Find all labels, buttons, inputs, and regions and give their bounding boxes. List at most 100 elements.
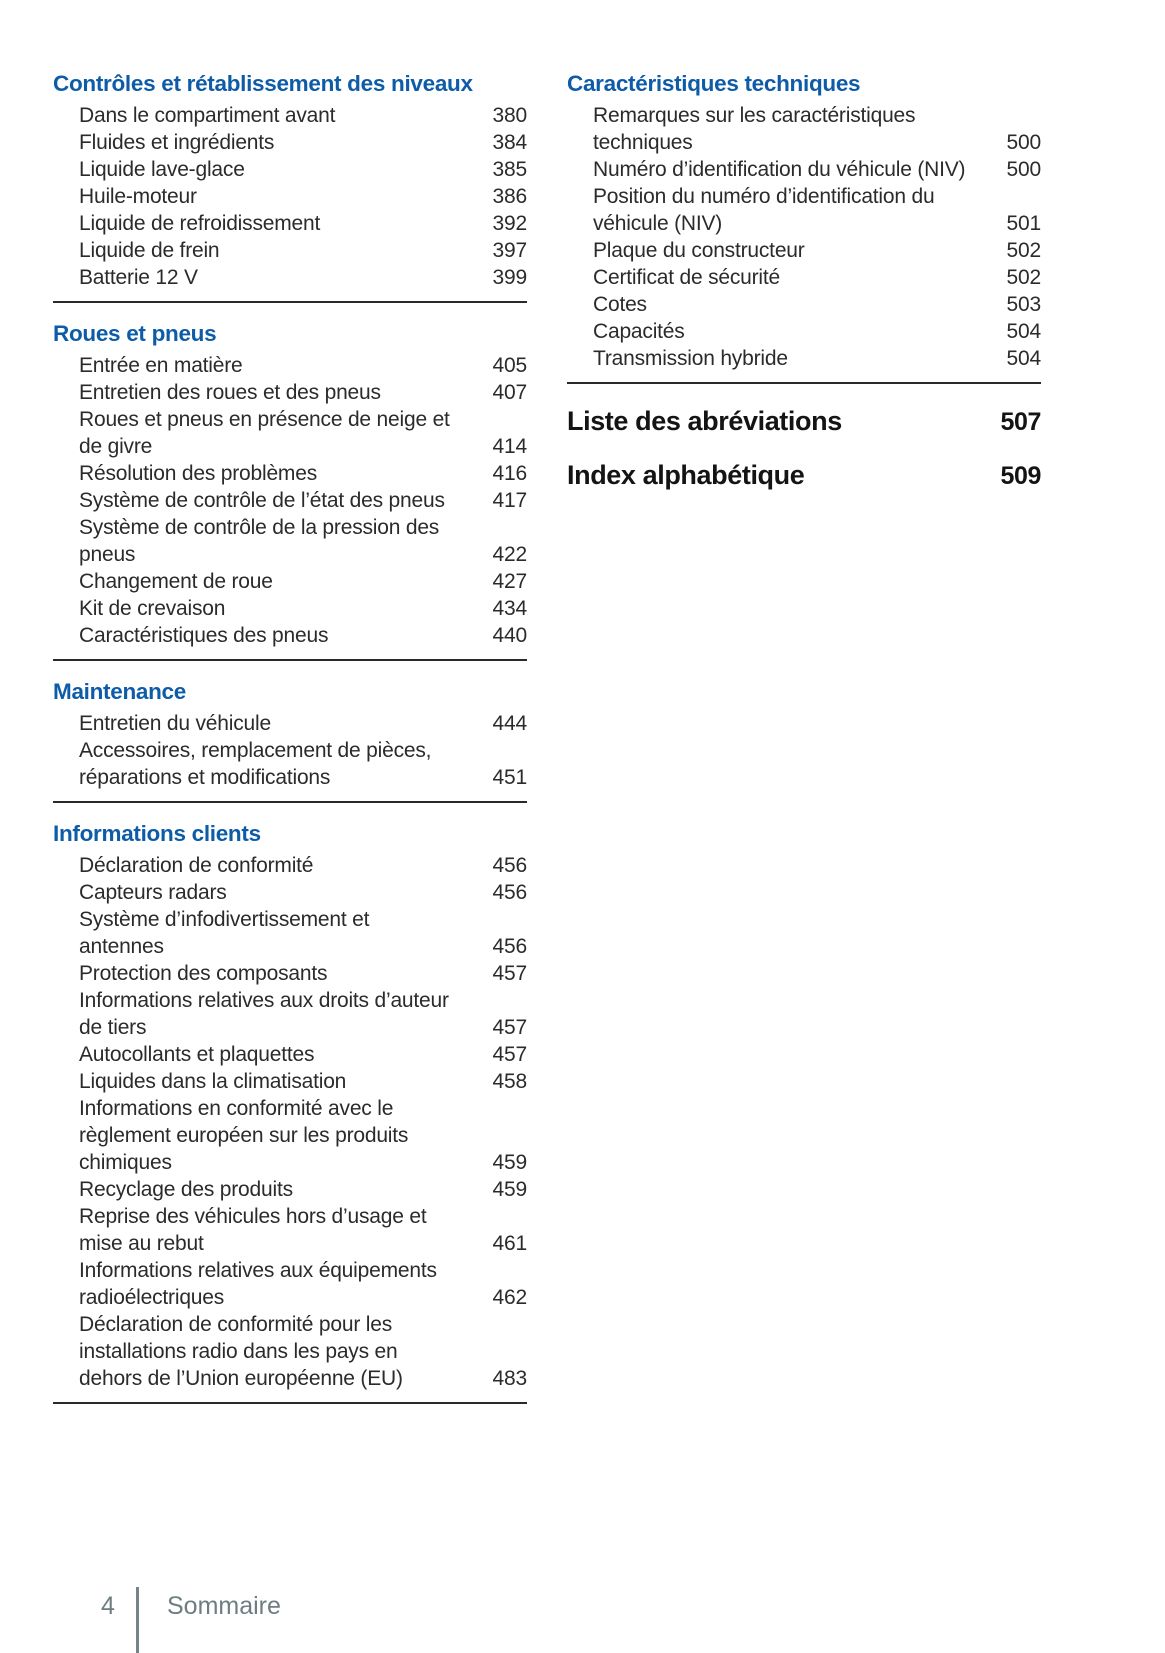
toc-entry: Transmission hybride 504 [567, 345, 1041, 372]
entry-page-number: 417 [492, 489, 528, 512]
entry-page-number: 501 [1006, 212, 1042, 235]
entry-page-number: 427 [492, 570, 528, 593]
entry-page-number: 380 [492, 104, 528, 127]
entry-page-number: 414 [492, 435, 528, 458]
entry-label: Transmission hybride [593, 347, 788, 370]
entry-page-number: 457 [492, 1016, 528, 1039]
entry-label: Huile-moteur [79, 185, 197, 208]
toc-entry: Numéro d’identification du véhicule (NIV… [567, 156, 1041, 183]
entry-page-number: 440 [492, 624, 528, 647]
toc-entry: Système de contrôle de la pression des p… [53, 514, 527, 568]
entry-label: Dans le compartiment avant [79, 104, 336, 127]
entry-page-number: 457 [492, 1043, 528, 1066]
entry-label: Caractéristiques des pneus [79, 624, 329, 647]
entry-page-number: 399 [492, 266, 528, 289]
toc-section: Caractéristiques techniques Remarques sur… [567, 70, 1041, 372]
entry-label: Système d’infodivertissement et antennes [79, 908, 370, 958]
entry-label: Déclaration de conformité [79, 854, 314, 877]
section-divider [53, 801, 527, 803]
toc-entry: Cotes 503 [567, 291, 1041, 318]
toc-list: Déclaration de conformité 456 Capteurs rad… [53, 852, 527, 1392]
entry-label: Autocollants et plaquettes [79, 1043, 315, 1066]
toc-entry: Plaque du constructeur 502 [567, 237, 1041, 264]
section-divider [567, 382, 1041, 384]
entry-label: Informations relatives aux équipements r… [79, 1259, 437, 1309]
entry-page-number: 458 [492, 1070, 528, 1093]
entry-label: Liquide de refroidissement [79, 212, 321, 235]
entry-page-number: 456 [492, 881, 528, 904]
toc-entry: Huile-moteur 386 [53, 183, 527, 210]
entry-page-number: 459 [492, 1178, 528, 1201]
entry-page-number: 434 [492, 597, 528, 620]
entry-label: Fluides et ingrédients [79, 131, 275, 154]
major-entry-page-number: 509 [1000, 462, 1041, 490]
entry-label: Roues et pneus en présence de neige et d… [79, 408, 450, 458]
entry-label: Protection des composants [79, 962, 328, 985]
toc-section: Informations clients Déclaration de confo… [53, 820, 527, 1392]
entry-page-number: 416 [492, 462, 528, 485]
entry-label: Liquides dans la climatisation [79, 1070, 347, 1093]
toc-entry: Liquide de refroidissement 392 [53, 210, 527, 237]
entry-label: Plaque du constructeur [593, 239, 805, 262]
entry-label: Capacités [593, 320, 685, 343]
entry-page-number: 385 [492, 158, 528, 181]
toc-columns: Contrôles et rétablissement des niveaux D… [53, 70, 1041, 1421]
section-title: Contrôles et rétablissement des niveaux [53, 71, 473, 96]
entry-page-number: 504 [1006, 320, 1042, 343]
toc-column-left: Contrôles et rétablissement des niveaux D… [53, 70, 527, 1421]
toc-entry: Système d’infodivertissement et antennes… [53, 906, 527, 960]
entry-label: Système de contrôle de la pression des p… [79, 516, 440, 566]
entry-label: Batterie 12 V [79, 266, 198, 289]
section-title: Informations clients [53, 821, 261, 846]
entry-label: Informations en conformité avec le règle… [79, 1097, 409, 1174]
toc-entry: Liquide lave-glace 385 [53, 156, 527, 183]
entry-page-number: 502 [1006, 266, 1042, 289]
toc-entry: Reprise des véhicules hors d’usage et mi… [53, 1203, 527, 1257]
major-entry: Index alphabétique 509 [567, 459, 1041, 492]
toc-entry: Recyclage des produits 459 [53, 1176, 527, 1203]
section-divider [53, 1402, 527, 1404]
toc-entry: Dans le compartiment avant 380 [53, 102, 527, 129]
footer-divider [136, 1587, 139, 1653]
toc-entry: Fluides et ingrédients 384 [53, 129, 527, 156]
toc-list: Dans le compartiment avant 380 Fluides et … [53, 102, 527, 291]
toc-entry: Batterie 12 V 399 [53, 264, 527, 291]
major-entry-label: Liste des abréviations [567, 406, 842, 436]
entry-page-number: 503 [1006, 293, 1042, 316]
section-title: Roues et pneus [53, 321, 217, 346]
entry-label: Entretien des roues et des pneus [79, 381, 381, 404]
toc-entry: Capacités 504 [567, 318, 1041, 345]
section-title: Maintenance [53, 679, 186, 704]
toc-list: Remarques sur les caractéristiques techn… [567, 102, 1041, 372]
entry-label: Capteurs radars [79, 881, 227, 904]
entry-page-number: 405 [492, 354, 528, 377]
section-divider [53, 301, 527, 303]
entry-label: Résolution des problèmes [79, 462, 318, 485]
major-entry-label: Index alphabétique [567, 460, 805, 490]
toc-entry: Capteurs radars 456 [53, 879, 527, 906]
entry-label: Déclaration de conformité pour les insta… [79, 1313, 403, 1390]
entry-page-number: 456 [492, 935, 528, 958]
toc-entry: Entretien du véhicule 444 [53, 710, 527, 737]
toc-entry: Position du numéro d’identification du v… [567, 183, 1041, 237]
entry-page-number: 384 [492, 131, 528, 154]
entry-label: Position du numéro d’identification du v… [593, 185, 935, 235]
toc-entry: Informations en conformité avec le règle… [53, 1095, 527, 1176]
entry-page-number: 462 [492, 1286, 528, 1309]
toc-entry: Roues et pneus en présence de neige et d… [53, 406, 527, 460]
entry-page-number: 392 [492, 212, 528, 235]
page-footer: 4 Sommaire [0, 1587, 1165, 1653]
major-entry-page-number: 507 [1000, 408, 1041, 436]
entry-label: Informations relatives aux droits d’aute… [79, 989, 449, 1039]
entry-page-number: 422 [492, 543, 528, 566]
toc-entry: Déclaration de conformité 456 [53, 852, 527, 879]
toc-entry: Entretien des roues et des pneus 407 [53, 379, 527, 406]
footer-section-label: Sommaire [167, 1592, 281, 1620]
toc-entry: Accessoires, remplacement de pièces, rép… [53, 737, 527, 791]
entry-label: Kit de crevaison [79, 597, 226, 620]
entry-page-number: 500 [1006, 131, 1042, 154]
entry-page-number: 451 [492, 766, 528, 789]
toc-entry: Liquide de frein 397 [53, 237, 527, 264]
toc-section: Roues et pneus Entrée en matière 405 Entret… [53, 320, 527, 649]
